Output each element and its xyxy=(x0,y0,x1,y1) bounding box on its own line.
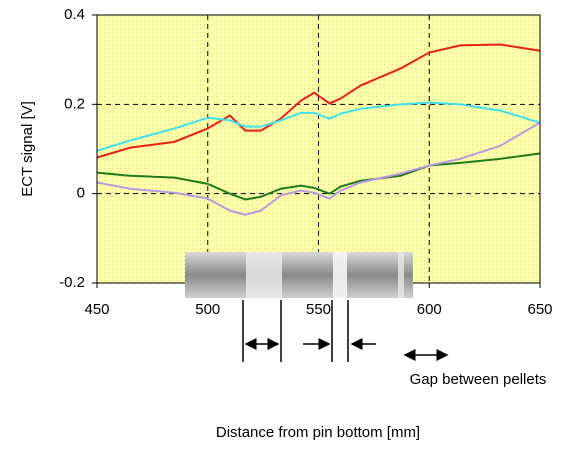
y-tick-label: 0.4 xyxy=(64,6,85,23)
x-tick-label: 500 xyxy=(195,301,220,318)
y-tick-label: 0 xyxy=(77,185,85,202)
x-tick-label: 650 xyxy=(527,301,552,318)
y-tick-label: -0.2 xyxy=(59,274,85,291)
x-tick-label: 600 xyxy=(417,301,442,318)
y-axis-label: ECT signal [V] xyxy=(19,101,36,197)
series-line xyxy=(96,43,541,159)
plot xyxy=(92,14,541,288)
x-tick-label: 550 xyxy=(306,301,331,318)
x-axis-label: Distance from pin bottom [mm] xyxy=(216,424,420,441)
pellet-image xyxy=(185,252,413,298)
plot-area xyxy=(97,15,540,283)
series-line xyxy=(96,121,541,216)
series-line xyxy=(96,101,541,152)
annotation: Gap between pellets xyxy=(410,371,547,388)
gap-markers xyxy=(242,300,449,362)
x-tick-label: 450 xyxy=(84,301,109,318)
y-tick-label: 0.2 xyxy=(64,95,85,112)
